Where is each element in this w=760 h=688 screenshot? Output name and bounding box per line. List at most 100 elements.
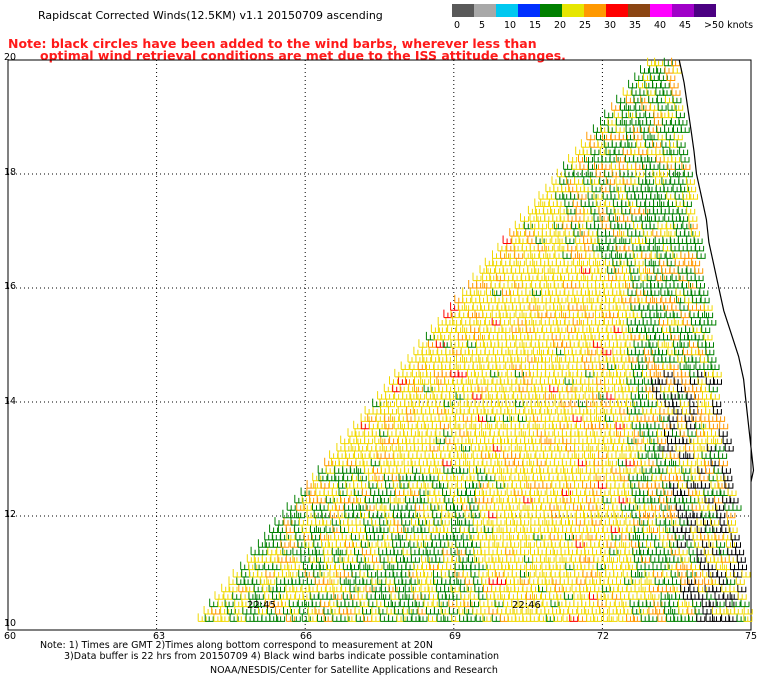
wind-barb xyxy=(437,324,447,333)
wind-barb xyxy=(652,79,661,89)
wind-barb xyxy=(657,613,667,622)
wind-barb xyxy=(638,391,647,400)
wind-barb xyxy=(604,502,613,511)
wind-barb xyxy=(724,502,734,511)
wind-barb xyxy=(689,406,699,415)
wind-barb xyxy=(626,317,636,326)
wind-barb xyxy=(610,161,620,170)
wind-barb xyxy=(550,205,559,215)
wind-barb xyxy=(718,428,728,437)
wind-barb xyxy=(360,509,369,519)
wind-barb xyxy=(508,591,518,600)
wind-barb xyxy=(586,131,596,141)
wind-barb xyxy=(393,457,403,467)
wind-barb xyxy=(651,531,661,541)
wind-barb xyxy=(370,487,380,496)
wind-barb xyxy=(713,376,722,385)
wind-barb xyxy=(393,546,403,556)
wind-barb xyxy=(711,428,720,437)
lon-label-66: 66 xyxy=(300,631,313,642)
wind-barb xyxy=(662,235,672,244)
scale-tick-label: 25 xyxy=(579,20,592,31)
wind-barb xyxy=(412,465,422,474)
wind-barb xyxy=(461,317,471,326)
wind-barb xyxy=(634,346,644,356)
wind-barb xyxy=(556,502,566,511)
wind-barb xyxy=(503,480,513,489)
wind-barb xyxy=(708,569,718,578)
wind-barb xyxy=(658,346,667,356)
wind-barb xyxy=(433,457,443,467)
wind-barb xyxy=(254,591,264,600)
wind-barb xyxy=(514,428,524,437)
wind-barb xyxy=(628,354,638,363)
wind-barb xyxy=(472,450,482,459)
wind-barb xyxy=(600,117,609,126)
wind-barb xyxy=(601,220,611,230)
wind-barb xyxy=(628,383,638,393)
wind-barb xyxy=(253,613,263,622)
wind-barb xyxy=(721,583,731,593)
wind-barb xyxy=(481,576,491,585)
wind-barb xyxy=(482,517,492,526)
wind-barb xyxy=(520,517,530,526)
wind-barb xyxy=(362,606,371,615)
wind-barb xyxy=(476,435,485,445)
wind-barb xyxy=(579,257,588,267)
wind-barb xyxy=(587,280,597,289)
wind-barb xyxy=(334,465,344,474)
wind-barb xyxy=(644,324,654,333)
wind-barb xyxy=(375,502,385,511)
wind-barb xyxy=(679,339,689,348)
wind-barb xyxy=(573,598,583,608)
wind-barb xyxy=(648,242,658,252)
wind-barb xyxy=(483,376,493,385)
wind-barb xyxy=(433,546,443,556)
scale-swatch xyxy=(672,4,694,17)
wind-barb xyxy=(737,583,747,593)
wind-barb xyxy=(571,406,581,415)
scale-swatch xyxy=(606,4,628,17)
wind-barb xyxy=(518,294,528,304)
wind-barb xyxy=(553,220,563,230)
wind-barb xyxy=(510,294,520,304)
wind-barb xyxy=(605,598,615,608)
wind-barb xyxy=(433,361,443,370)
wind-barb xyxy=(452,376,462,385)
wind-barb xyxy=(589,598,599,608)
wind-barb xyxy=(405,494,415,504)
wind-barb xyxy=(604,383,614,393)
wind-barb xyxy=(613,109,623,119)
wind-barb xyxy=(387,554,397,563)
wind-barb xyxy=(691,502,701,511)
wind-barb xyxy=(657,280,667,289)
wind-barb xyxy=(376,598,386,608)
wind-barb xyxy=(285,524,295,533)
wind-barb xyxy=(417,606,427,615)
wind-barb xyxy=(570,524,580,533)
wind-barb xyxy=(534,198,544,207)
wind-barb xyxy=(497,242,507,252)
wind-barb xyxy=(506,339,516,348)
wind-barb xyxy=(587,191,597,200)
wind-barb xyxy=(599,361,609,370)
wind-barb xyxy=(615,117,625,126)
wind-barb xyxy=(572,198,582,207)
wind-barb xyxy=(563,591,573,600)
wind-barb xyxy=(440,539,450,548)
wind-barb xyxy=(652,139,662,148)
wind-barb xyxy=(594,435,604,445)
wind-barb xyxy=(417,576,427,585)
wind-barb xyxy=(359,598,369,608)
wind-barb xyxy=(457,517,467,526)
wind-barb xyxy=(527,235,537,244)
wind-barb xyxy=(556,354,566,363)
wind-barb xyxy=(610,131,620,141)
wind-barb xyxy=(323,613,333,622)
wind-barb xyxy=(423,539,433,548)
wind-barb xyxy=(591,569,601,578)
wind-barb xyxy=(496,509,506,519)
wind-barb xyxy=(507,494,517,504)
wind-barb xyxy=(699,317,709,326)
wind-barb xyxy=(359,561,369,571)
